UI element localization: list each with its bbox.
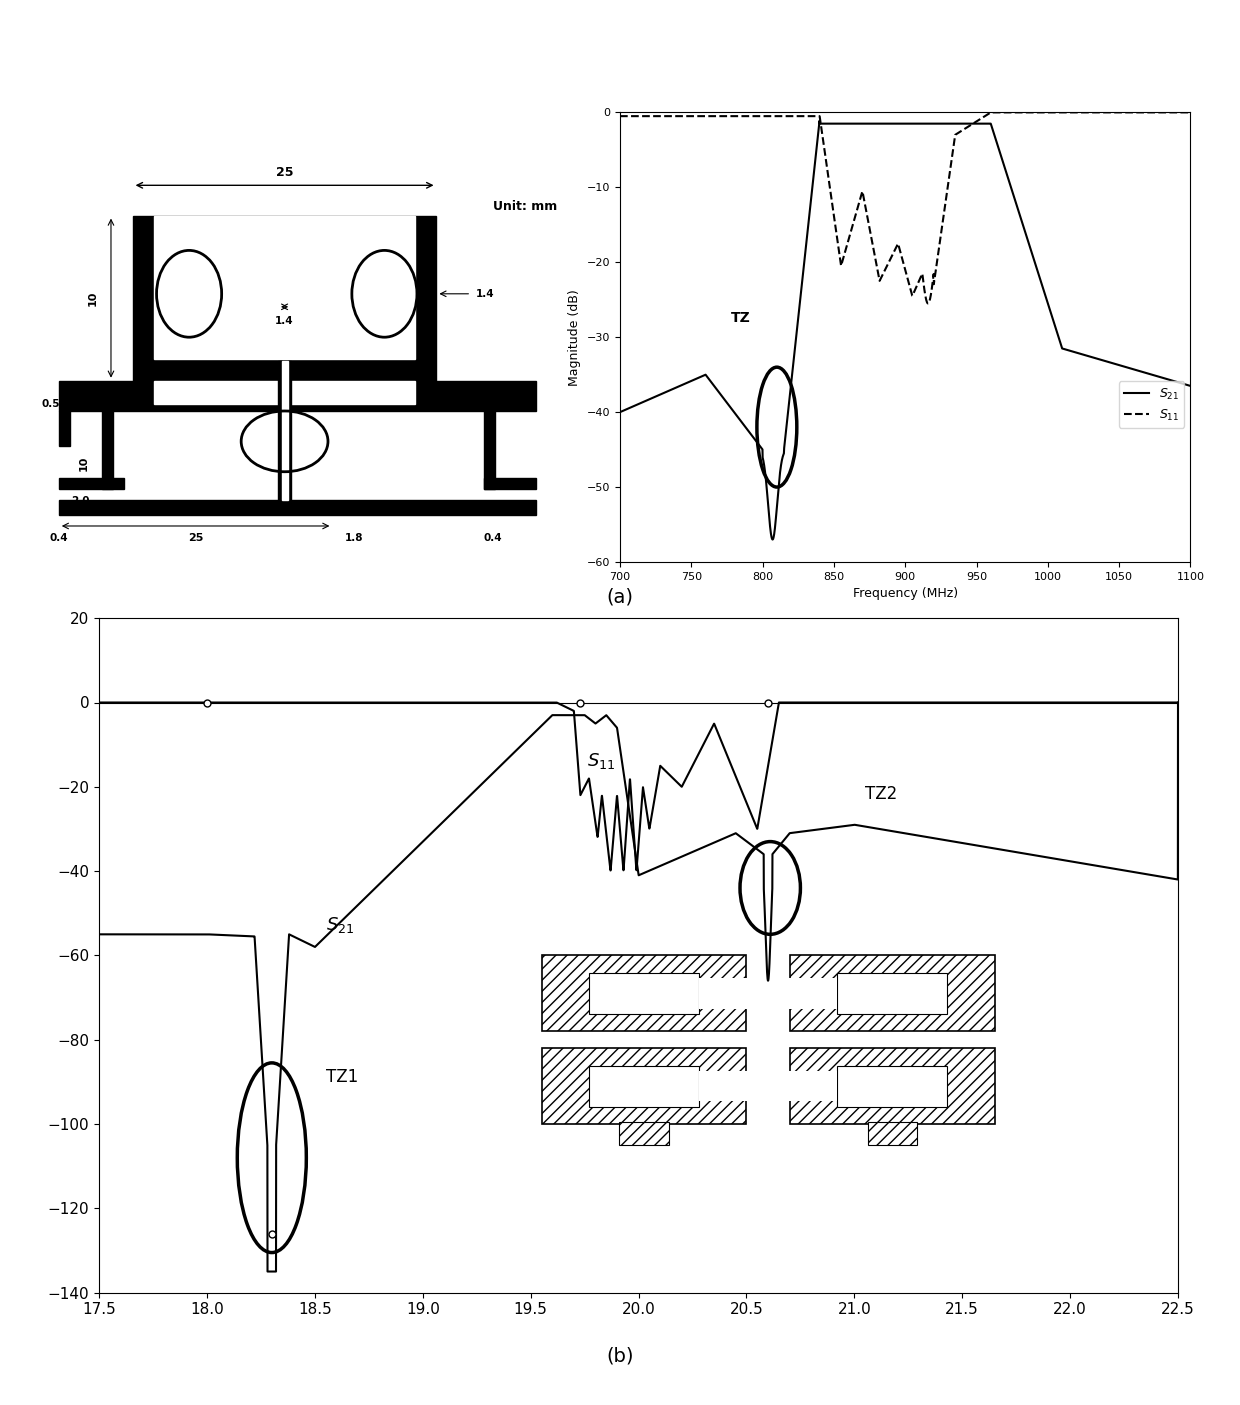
Bar [58,478,124,489]
Bar [154,381,414,405]
Bar [790,1048,994,1124]
Text: 25: 25 [275,166,294,178]
Bar [787,978,837,1009]
Text: $S_{11}$: $S_{11}$ [587,750,615,771]
Text: TZ1: TZ1 [326,1068,358,1086]
Text: 10: 10 [88,291,98,306]
Bar [699,978,749,1009]
Bar [58,500,536,516]
Text: $S_{21}$: $S_{21}$ [326,915,355,936]
Text: 1.8: 1.8 [345,532,363,542]
Text: (b): (b) [606,1346,634,1366]
Bar [589,1065,699,1107]
Text: TZ: TZ [732,312,751,325]
Bar [868,1121,916,1145]
Text: Unit: mm: Unit: mm [492,201,557,214]
Bar [154,216,414,358]
Y-axis label: Magnitude (dB): Magnitude (dB) [568,289,582,385]
Text: TZ2: TZ2 [866,785,898,804]
Text: 1.4: 1.4 [475,289,495,299]
Text: 1.0: 1.0 [515,479,533,490]
Text: 2.0: 2.0 [72,496,89,506]
Bar [133,216,436,381]
Bar [589,972,699,1014]
Bar [787,1071,837,1102]
Text: (a): (a) [606,587,634,607]
Text: 1.4: 1.4 [275,316,294,326]
Bar [484,412,495,489]
Bar [837,1065,947,1107]
Bar [58,381,536,412]
Text: 0.5: 0.5 [41,399,60,409]
Bar [278,361,291,500]
Bar [620,1121,668,1145]
X-axis label: Frequency (MHz): Frequency (MHz) [853,587,957,600]
Bar [102,412,113,489]
Text: 0.4: 0.4 [50,532,68,542]
Bar [281,361,288,500]
Text: 10: 10 [78,455,88,471]
Bar [542,955,746,1031]
Bar [790,955,994,1031]
Text: 25: 25 [188,532,203,542]
Bar [58,412,69,445]
Bar [837,972,947,1014]
Bar [542,1048,746,1124]
Text: 0.4: 0.4 [484,532,502,542]
Bar [484,478,536,489]
Legend: $S_{21}$, $S_{11}$: $S_{21}$, $S_{11}$ [1118,381,1184,429]
Bar [699,1071,749,1102]
